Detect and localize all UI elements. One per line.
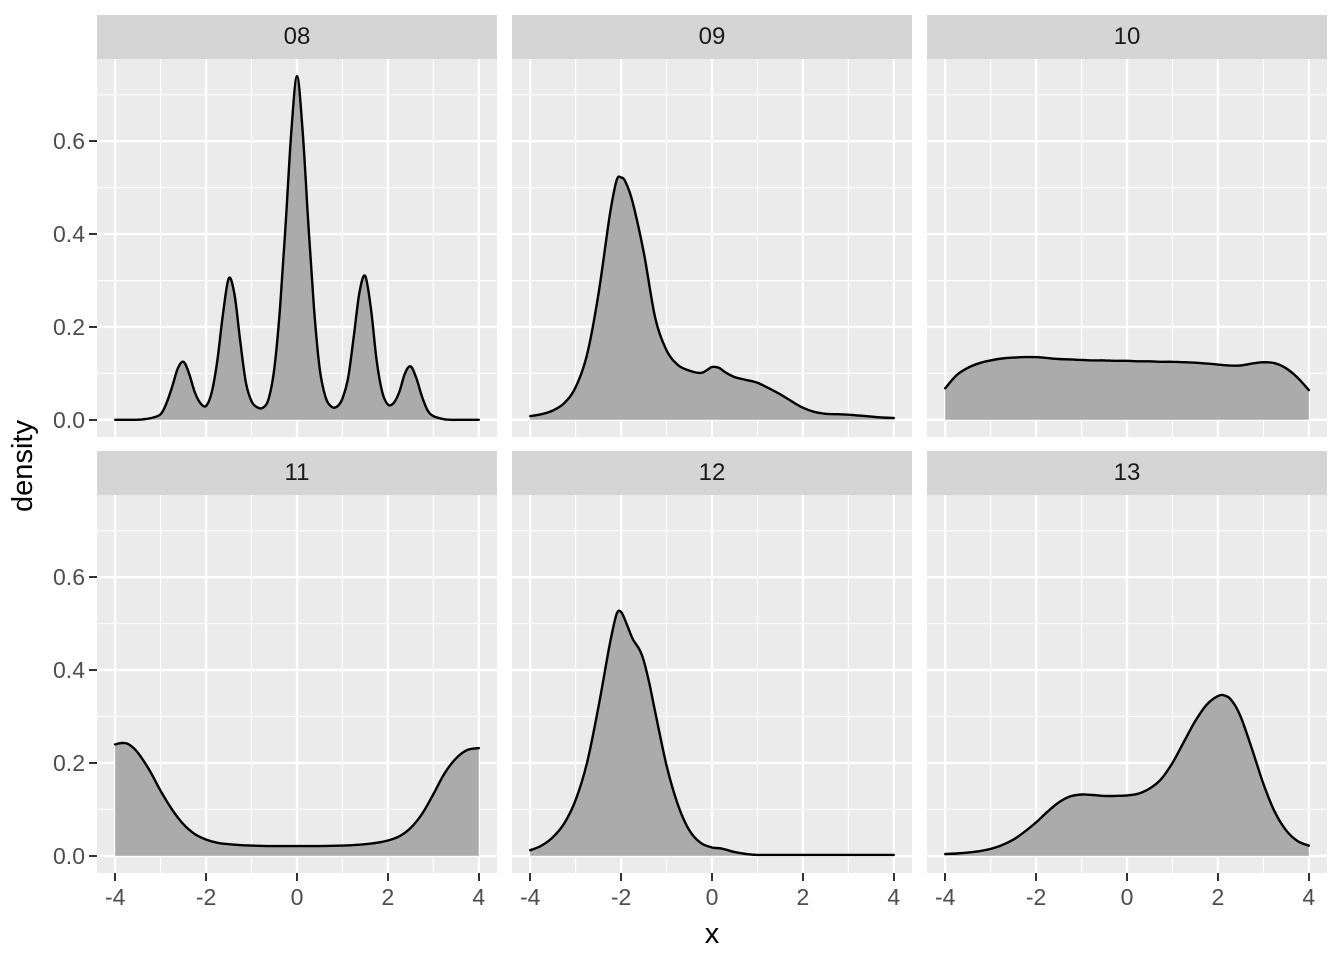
- x-tick-mark: [295, 873, 299, 881]
- facet-label: 09: [698, 23, 726, 50]
- density-curve: [529, 609, 895, 857]
- y-tick-mark: [89, 576, 97, 579]
- x-tick-label: 0: [705, 884, 719, 910]
- facet-strip: 11: [97, 451, 497, 495]
- y-tick-mark: [89, 232, 97, 236]
- y-tick-mark: [89, 854, 97, 857]
- y-tick-mark: [89, 761, 97, 765]
- density-area: [530, 176, 894, 420]
- facet-label: 10: [1113, 23, 1141, 50]
- density-panel: [97, 59, 497, 437]
- density-panel: [927, 495, 1327, 873]
- x-tick-mark: [710, 873, 714, 881]
- facet-label: 12: [698, 459, 726, 486]
- y-tick-label: 0.4: [53, 657, 85, 684]
- facet-strip: 12: [512, 451, 912, 495]
- x-tick-mark: [204, 873, 208, 881]
- density-area: [945, 357, 1309, 420]
- x-tick-mark: [619, 873, 623, 881]
- x-axis-title: x: [704, 918, 720, 950]
- facet-strip: 10: [927, 15, 1327, 59]
- density-panel: [97, 495, 497, 873]
- x-tick-mark: [944, 873, 947, 881]
- density-curve: [114, 741, 480, 848]
- x-tick-mark: [386, 873, 389, 881]
- density-curve: [114, 75, 480, 422]
- density-panel: [512, 495, 912, 873]
- y-tick-mark: [89, 418, 97, 421]
- x-tick-label: 4: [472, 884, 486, 910]
- density-curve: [529, 175, 895, 420]
- y-tick-label: 0.0: [53, 842, 85, 869]
- density-area: [945, 694, 1309, 856]
- y-tick-label: 0.4: [53, 221, 85, 248]
- x-tick-mark: [529, 873, 532, 881]
- density-area: [115, 742, 479, 856]
- x-tick-mark: [1125, 873, 1129, 881]
- y-tick-label: 0.6: [53, 564, 85, 591]
- density-curve: [944, 355, 1310, 392]
- facet-strip: 09: [512, 15, 912, 59]
- facet-label: 08: [283, 23, 311, 50]
- x-tick-label: 4: [1302, 884, 1316, 910]
- density-panel: [512, 59, 912, 437]
- x-tick-label: 2: [1211, 884, 1225, 910]
- x-tick-label: -4: [104, 884, 126, 910]
- x-tick-label: -2: [1025, 884, 1047, 910]
- density-panel: [927, 59, 1327, 437]
- y-tick-mark: [89, 140, 97, 143]
- y-tick-mark: [89, 668, 97, 672]
- facet-label: 13: [1113, 459, 1141, 486]
- facet-label: 11: [284, 459, 310, 486]
- x-tick-label: 2: [381, 884, 395, 910]
- x-tick-label: 0: [1120, 884, 1134, 910]
- x-tick-label: 2: [796, 884, 810, 910]
- x-tick-mark: [801, 873, 804, 881]
- y-tick-label: 0.6: [53, 128, 85, 155]
- x-tick-label: 4: [887, 884, 901, 910]
- y-tick-label: 0.2: [53, 313, 85, 340]
- x-tick-label: -2: [195, 884, 217, 910]
- x-tick-mark: [477, 873, 480, 881]
- density-area: [115, 76, 479, 420]
- y-tick-mark: [89, 325, 97, 329]
- x-tick-mark: [892, 873, 895, 881]
- x-tick-mark: [1034, 873, 1038, 881]
- facet-strip: 13: [927, 451, 1327, 495]
- x-tick-mark: [114, 873, 117, 881]
- density-curve: [944, 693, 1310, 856]
- x-tick-label: -4: [934, 884, 956, 910]
- density-area: [530, 610, 894, 856]
- facet-strip: 08: [97, 15, 497, 59]
- x-tick-label: -2: [610, 884, 632, 910]
- x-tick-mark: [1307, 873, 1310, 881]
- x-tick-mark: [1216, 873, 1219, 881]
- y-axis-title: density: [7, 420, 39, 512]
- x-tick-label: -4: [519, 884, 541, 910]
- y-tick-label: 0.2: [53, 749, 85, 776]
- x-tick-label: 0: [290, 884, 304, 910]
- y-tick-label: 0.0: [53, 406, 85, 433]
